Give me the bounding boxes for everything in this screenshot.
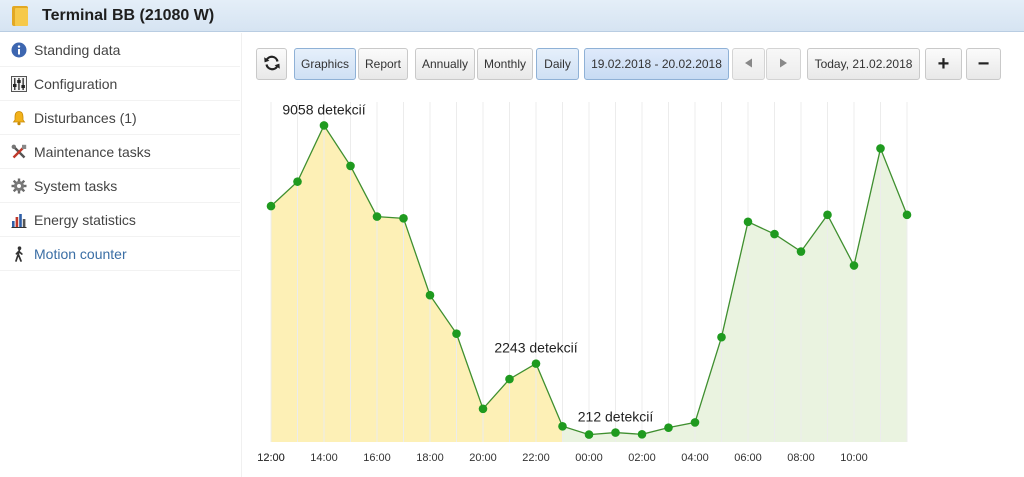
data-point [319,121,329,130]
tools-icon [11,144,27,160]
x-tick-label: 18:00 [416,452,444,464]
bar-chart-icon [11,212,27,228]
area-fill-previous-day [271,125,563,443]
sidebar-item-label: Energy statistics [34,211,136,228]
data-annotation: 2243 detekcií [494,340,577,356]
x-tick-label: 00:00 [575,452,603,464]
x-tick-label: 22:00 [522,452,550,464]
today-button[interactable]: Today, 21.02.2018 [807,48,920,80]
data-point [717,332,726,342]
data-point [266,201,276,211]
data-point [558,421,567,431]
monthly-button[interactable]: Monthly [477,48,533,80]
sidebar-item-disturbances[interactable]: Disturbances (1) [0,101,240,135]
next-period-button[interactable] [766,48,801,80]
data-point [584,430,594,439]
refresh-icon [263,54,281,75]
sidebar-item-label: Configuration [34,75,118,92]
data-point [425,290,435,300]
data-point [796,247,806,256]
data-point [637,430,647,439]
bell-icon [11,110,27,126]
annually-button[interactable]: Annually [415,48,475,80]
data-point [293,177,302,186]
x-tick-label: 12:00 [257,452,285,464]
data-point [346,161,355,171]
zoom-in-button[interactable]: + [925,48,962,80]
data-point [452,329,461,338]
motion-chart: 12:00 14:00 16:00 18:00 20:00 22:00 00:00 02:00… [257,101,912,464]
data-point [478,404,488,414]
date-range-button[interactable]: 19.02.2018 - 20.02.2018 [584,48,729,80]
data-point [531,359,541,368]
sidebar: Standing data Configuration Disturbances… [0,33,240,477]
data-point [664,423,673,432]
sidebar-divider [241,33,242,477]
data-annotation: 212 detekcií [578,409,654,425]
data-point [823,210,832,220]
x-tick-label: 20:00 [469,452,497,464]
sidebar-item-configuration[interactable]: Configuration [0,67,240,101]
folder-icon [12,5,28,26]
window-title: Terminal BB (21080 W) [42,6,215,24]
x-tick-label: 10:00 [840,452,868,464]
walking-person-icon [11,245,27,262]
data-point [849,261,859,270]
sidebar-item-system-tasks[interactable]: System tasks [0,169,240,203]
data-point [611,428,620,437]
previous-period-button[interactable] [732,48,765,80]
sidebar-item-motion-counter[interactable]: Motion counter [0,237,240,271]
gear-icon [11,178,27,194]
data-point [372,212,382,221]
x-tick-label: 08:00 [787,452,815,464]
window-titlebar: Terminal BB (21080 W) [0,0,1024,32]
graphics-tab-button[interactable]: Graphics [294,48,356,80]
sidebar-item-label: Standing data [34,41,121,58]
daily-button[interactable]: Daily [536,48,579,80]
sliders-icon [11,75,27,92]
data-point [770,229,779,239]
data-point [902,210,912,220]
x-tick-label: 04:00 [681,452,709,464]
minus-icon: − [977,52,990,75]
sidebar-item-label: Disturbances (1) [34,109,137,126]
data-point [876,144,885,153]
sidebar-item-standing-data[interactable]: Standing data [0,33,240,67]
x-tick-label: 12:00 [257,452,285,464]
data-annotation: 9058 detekcií [282,101,365,117]
data-point [690,418,700,427]
info-icon [11,42,27,58]
x-tick-label: 14:00 [310,452,338,464]
data-point [743,217,753,227]
data-point [399,214,408,223]
sidebar-item-label: Maintenance tasks [34,143,151,160]
data-point [505,374,514,384]
sidebar-item-energy-statistics[interactable]: Energy statistics [0,203,240,237]
refresh-button[interactable] [256,48,287,80]
sidebar-item-maintenance-tasks[interactable]: Maintenance tasks [0,135,240,169]
triangle-right-icon [779,57,788,71]
triangle-left-icon [744,57,753,71]
area-fill-current-day [562,148,907,442]
sidebar-item-label: Motion counter [34,245,127,262]
x-tick-label: 16:00 [363,452,391,464]
x-tick-label: 06:00 [734,452,762,464]
sidebar-item-label: System tasks [34,177,118,194]
zoom-out-button[interactable]: − [966,48,1001,80]
x-tick-label: 02:00 [628,452,656,464]
report-tab-button[interactable]: Report [358,48,408,80]
plus-icon: + [937,52,950,75]
